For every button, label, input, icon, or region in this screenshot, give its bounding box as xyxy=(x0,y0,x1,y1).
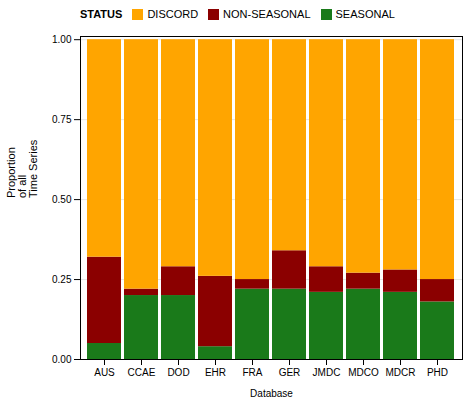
svg-text:0.50: 0.50 xyxy=(52,194,72,205)
svg-text:MDCR: MDCR xyxy=(386,367,416,378)
svg-text:Proportionof allTime Series: Proportionof allTime Series xyxy=(5,139,39,198)
html-text:SEASONAL: SEASONAL xyxy=(335,8,395,20)
svg-text:0.00: 0.00 xyxy=(52,354,72,365)
html-text:DISCORD: DISCORD xyxy=(147,8,199,20)
svg-text:MDCO: MDCO xyxy=(348,367,379,378)
svg-text:0.25: 0.25 xyxy=(52,274,72,285)
svg-text:GER: GER xyxy=(279,367,301,378)
svg-text:DOD: DOD xyxy=(167,367,189,378)
svg-text:PHD: PHD xyxy=(427,367,448,378)
svg-text:EHR: EHR xyxy=(205,367,226,378)
svg-text:1.00: 1.00 xyxy=(52,34,72,45)
svg-text:0.75: 0.75 xyxy=(52,114,72,125)
html-text:NON-SEASONAL: NON-SEASONAL xyxy=(223,8,311,20)
svg-text:JMDC: JMDC xyxy=(313,367,341,378)
svg-text:CCAE: CCAE xyxy=(128,367,156,378)
svg-text:Database: Database xyxy=(250,388,293,399)
html-text:STATUS: STATUS xyxy=(80,8,123,20)
svg-text:AUS: AUS xyxy=(94,367,115,378)
svg-text:FRA: FRA xyxy=(243,367,263,378)
